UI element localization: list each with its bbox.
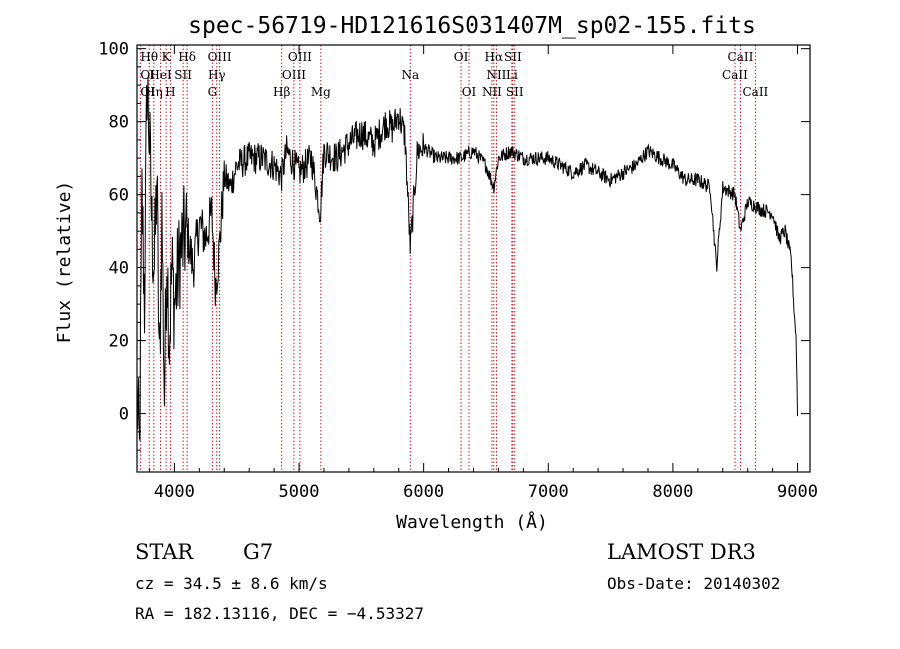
spectral-line-label-12: Hγ [208, 68, 226, 82]
observation-date: Obs-Date: 20140302 [607, 574, 780, 593]
spectral-line-label-21: G [208, 85, 218, 99]
x-tick-label-4: 8000 [652, 482, 693, 502]
y-tick-label-0: 0 [119, 405, 129, 425]
x-tick-label-1: 5000 [279, 482, 320, 502]
redshift-velocity: cz = 34.5 ± 8.6 km/s [135, 574, 328, 593]
spectral-line-label-16: Li [506, 68, 518, 82]
y-tick-label-2: 40 [109, 259, 129, 279]
spectral-line-label-11: SII [174, 68, 192, 82]
spectral-line-label-9: OI [140, 68, 155, 82]
spectral-line-label-26: SII [506, 85, 524, 99]
spectral-line-label-2: Hδ [178, 50, 196, 64]
y-tick-label-4: 80 [109, 113, 129, 133]
y-axis-label: Flux (relative) [54, 181, 75, 344]
survey-name: LAMOST DR3 [607, 540, 756, 564]
spectral-line-label-20: H [165, 85, 175, 99]
spectral-line-label-10: HeI [149, 68, 172, 82]
spectral-line-label-18: OI [140, 85, 155, 99]
spectral-line-label-8: CaII [728, 50, 754, 64]
series-layer [136, 77, 798, 441]
sky-coordinates: RA = 182.13116, DEC = −4.53327 [135, 604, 424, 623]
spectral-line-label-27: CaII [742, 85, 768, 99]
spectral-line-label-17: CaII [722, 68, 748, 82]
spectral-line-label-24: OI [462, 85, 477, 99]
spectral-line-label-13: OIII [282, 68, 306, 82]
plot-frame [136, 44, 811, 473]
spectral-line-label-6: Hα [485, 50, 504, 64]
y-tick-label-1: 20 [109, 332, 129, 352]
spectral-line-label-7: SII [504, 50, 522, 64]
spectral-line-label-23: Mg [311, 85, 331, 99]
subclass: G7 [243, 540, 273, 564]
line-marker-layer [139, 45, 756, 472]
spectral-line-label-5: OI [454, 50, 469, 64]
chart-title: spec-56719-HD121616S031407M_sp02-155.fit… [188, 13, 756, 39]
tick-layer: 4000 5000 6000 7000 8000 9000 0 20 40 60 80 100 [98, 40, 818, 502]
object-class: STAR [135, 540, 194, 564]
spectral-line-label-4: OIII [288, 50, 312, 64]
spectral-line-label-19: Hη [145, 85, 163, 99]
x-tick-label-0: 4000 [154, 482, 195, 502]
x-tick-label-3: 7000 [528, 482, 569, 502]
spectral-line-label-14: Na [401, 68, 419, 82]
y-tick-label-5: 100 [98, 40, 129, 60]
spectral-line-label-3: OIII [208, 50, 232, 64]
spectral-line-label-22: Hβ [273, 85, 290, 99]
x-axis-label: Wavelength (Å) [396, 511, 548, 533]
spectral-line-label-25: NII [482, 85, 502, 99]
spectral-line-label-1: K [162, 50, 172, 64]
x-tick-label-5: 9000 [777, 482, 818, 502]
spectrum-series-line [136, 77, 798, 441]
x-tick-label-2: 6000 [403, 482, 444, 502]
y-tick-label-3: 60 [109, 186, 129, 206]
spectral-line-label-0: Hθ [140, 50, 158, 64]
spectral-line-label-15: NII [486, 68, 506, 82]
